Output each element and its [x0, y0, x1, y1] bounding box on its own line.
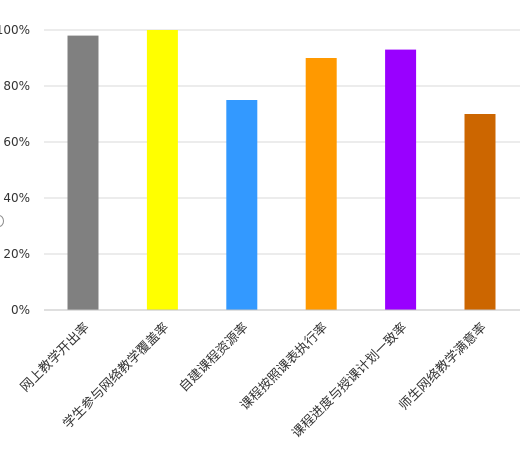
bar: [305, 58, 337, 310]
bars: [67, 30, 496, 310]
x-category-label: 网上教学开出率: [17, 320, 93, 396]
bar: [385, 49, 417, 310]
y-tick-label: 60%: [3, 135, 30, 149]
y-tick-label: 0%: [11, 303, 30, 317]
y-tick-label: 40%: [3, 191, 30, 205]
y-tick-label: 100%: [0, 23, 30, 37]
y-tick-label: 80%: [3, 79, 30, 93]
bar: [226, 100, 258, 310]
y-tick-label: 20%: [3, 247, 30, 261]
x-category-label: 师生网络教学满意率: [396, 320, 490, 414]
bar: [67, 35, 99, 310]
bar: [146, 30, 178, 310]
x-category-label: 自建课程资源率: [176, 320, 252, 396]
bar: [464, 114, 496, 310]
gridlines: [44, 29, 520, 255]
x-category-label: 课程按照课表执行率: [237, 320, 331, 414]
y-axis-tick-labels: 0% 20% 40% 60% 80% 100%: [0, 23, 30, 317]
